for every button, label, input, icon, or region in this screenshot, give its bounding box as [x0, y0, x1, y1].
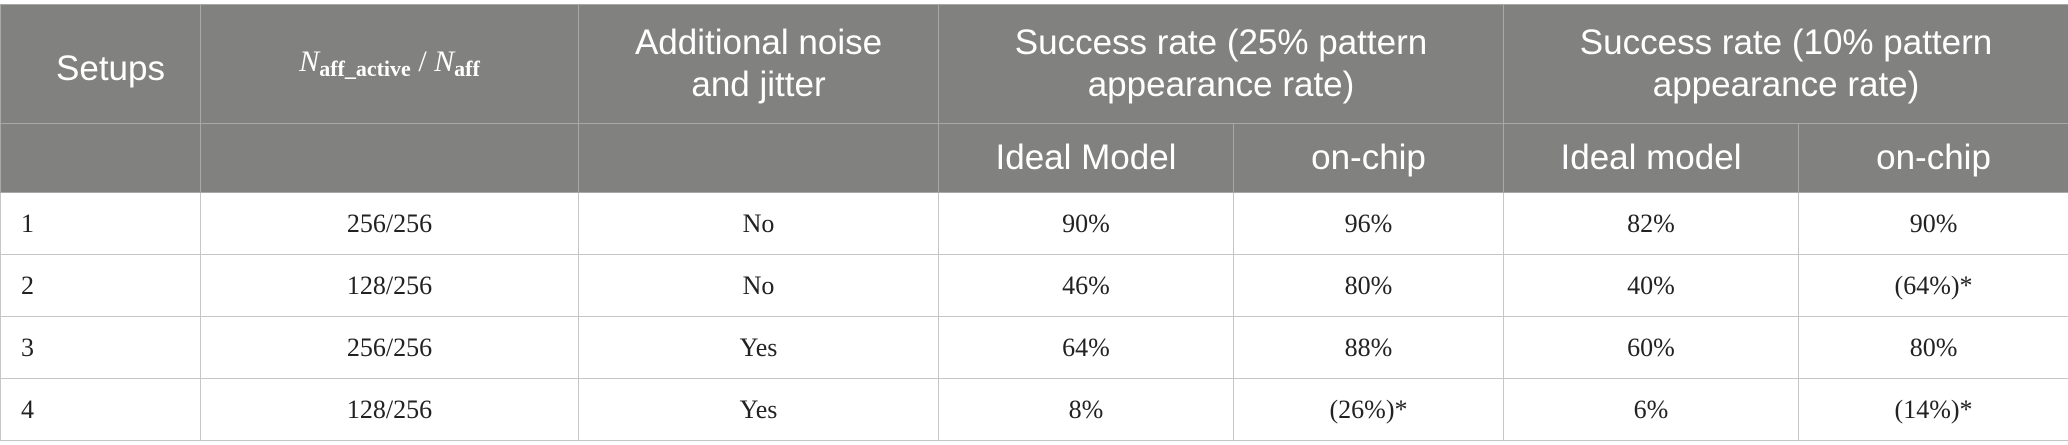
- cell-ideal-10: 6%: [1503, 378, 1800, 441]
- cell-chip-25: 96%: [1232, 192, 1505, 255]
- cell-ratio: 128/256: [200, 378, 579, 441]
- header-row-sub: Ideal Model on-chip Ideal model on-chip: [0, 123, 2068, 193]
- subheader-ideal-25: Ideal Model: [938, 123, 1234, 193]
- subheader-empty-3: [578, 123, 939, 193]
- cell-setup: 4: [0, 378, 201, 441]
- cell-ideal-25: 90%: [938, 192, 1234, 255]
- cell-setup: 3: [0, 316, 201, 379]
- col-header-naff-ratio: Naff_active / Naff: [200, 4, 579, 124]
- cell-ideal-25: 64%: [938, 316, 1234, 379]
- cell-ideal-10: 82%: [1503, 192, 1800, 255]
- cell-ideal-10: 60%: [1503, 316, 1800, 379]
- cell-noise: Yes: [578, 378, 939, 441]
- subheader-chip-25: on-chip: [1232, 123, 1505, 193]
- subscript-aff: aff: [454, 55, 480, 81]
- table-row: 3 256/256 Yes 64% 88% 60% 80%: [0, 316, 2068, 379]
- table-row: 2 128/256 No 46% 80% 40% (64%)*: [0, 254, 2068, 317]
- cell-noise: No: [578, 192, 939, 255]
- cell-noise: Yes: [578, 316, 939, 379]
- n-symbol: N: [299, 44, 320, 78]
- cell-ratio: 256/256: [200, 316, 579, 379]
- subscript-aff-active: aff_active: [319, 55, 411, 81]
- cell-chip-10: 90%: [1798, 192, 2068, 255]
- cell-ratio: 256/256: [200, 192, 579, 255]
- subheader-empty-2: [200, 123, 579, 193]
- cell-chip-25: 88%: [1232, 316, 1505, 379]
- col-header-rate10: Success rate (10% pattern appearance rat…: [1503, 4, 2068, 124]
- table-row: 1 256/256 No 90% 96% 82% 90%: [0, 192, 2068, 255]
- cell-setup: 2: [0, 254, 201, 317]
- cell-ideal-10: 40%: [1503, 254, 1800, 317]
- col-header-rate25: Success rate (25% pattern appearance rat…: [937, 4, 1505, 124]
- cell-chip-10: (64%)*: [1798, 254, 2068, 317]
- subheader-ideal-10: Ideal model: [1503, 123, 1800, 193]
- cell-chip-10: 80%: [1798, 316, 2068, 379]
- results-table: Setups Naff_active / Naff Additional noi…: [0, 4, 2068, 441]
- cell-chip-25: 80%: [1232, 254, 1505, 317]
- cell-chip-25: (26%)*: [1232, 378, 1505, 441]
- cell-ratio: 128/256: [200, 254, 579, 317]
- table-row: 4 128/256 Yes 8% (26%)* 6% (14%)*: [0, 378, 2068, 441]
- cell-noise: No: [578, 254, 939, 317]
- n-symbol-2: N: [434, 44, 455, 78]
- cell-chip-10: (14%)*: [1798, 378, 2068, 441]
- subheader-chip-10: on-chip: [1798, 123, 2068, 193]
- ratio-separator: /: [410, 44, 435, 78]
- col-header-noise: Additional noise and jitter: [578, 4, 939, 124]
- col-header-setups: Setups: [0, 4, 201, 124]
- header-row-top: Setups Naff_active / Naff Additional noi…: [0, 4, 2068, 124]
- cell-ideal-25: 8%: [938, 378, 1234, 441]
- cell-ideal-25: 46%: [938, 254, 1234, 317]
- subheader-empty-1: [0, 123, 201, 193]
- cell-setup: 1: [0, 192, 201, 255]
